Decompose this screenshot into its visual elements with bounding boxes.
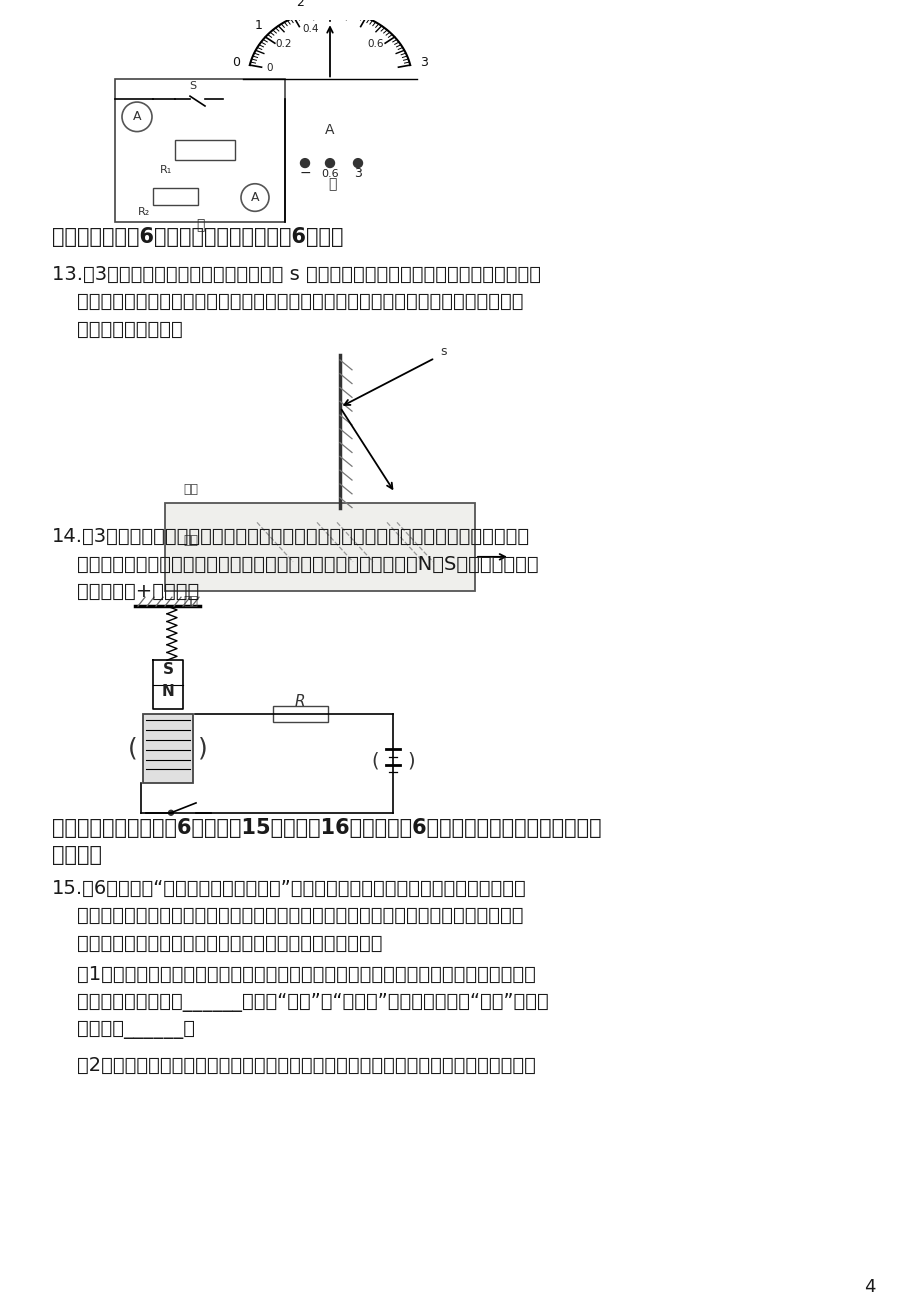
Text: （1）实验中每次均让小车从斜面顶端由静止自由下滑，目的是使小车在水平面上开始滑: （1）实验中每次均让小车从斜面顶端由静止自由下滑，目的是使小车在水平面上开始滑 [52,965,535,984]
Text: 乙: 乙 [327,177,335,191]
Text: 0: 0 [232,56,240,69]
Circle shape [168,810,174,815]
Text: (: ( [128,737,138,760]
Bar [175,141,234,160]
Text: 电后，发现弹簧长度缩短了，请在括号中标出螺线管下端的极性（N或S）和电源上端的: 电后，发现弹簧长度缩短了，请在括号中标出螺线管下端的极性（N或S）和电源上端的 [52,555,538,574]
Text: R: R [294,694,305,710]
Text: R₂: R₂ [138,207,150,217]
Text: A: A [325,122,335,137]
Text: 行时获得的速度大小______（选填“相等”或“不相等”），本实验中的“阻力”是指小: 行时获得的速度大小______（选填“相等”或“不相等”），本实验中的“阻力”是… [52,993,548,1012]
Circle shape [122,102,152,132]
Text: 空气: 空气 [183,483,198,496]
Bar [142,715,193,784]
Text: 空气: 空气 [183,595,198,608]
Text: 3: 3 [354,167,361,180]
Text: −: − [299,165,311,180]
Text: 三、作图题（兲6２小题，每小题３分，兲6６分）: 三、作图题（兲6２小题，每小题３分，兲6６分） [52,227,343,247]
Text: 将毛巾、棉布分别铺在水平木板上，让小车分别从斜面顶端由静止自由下滑，观察小车: 将毛巾、棉布分别铺在水平木板上，让小车分别从斜面顶端由静止自由下滑，观察小车 [52,906,523,926]
Text: 14.（3分）如图所示，固定的轻弹簧下端用细线竪直悬挂一条形磁体，当下方电路闭合通: 14.（3分）如图所示，固定的轻弹簧下端用细线竪直悬挂一条形磁体，当下方电路闭合… [52,527,529,547]
Bar [165,503,474,591]
Text: (: ( [371,751,379,769]
Text: 0.6: 0.6 [368,39,384,49]
Text: 13.（3分）如图所示，空气中一束光经过 s 点斜射向竪直放置的平面镜，经平面镜反射后: 13.（3分）如图所示，空气中一束光经过 s 点斜射向竪直放置的平面镜，经平面镜… [52,264,540,284]
Text: 正、负极（+或－）。: 正、负极（+或－）。 [52,582,199,602]
Text: 射向一块玻璃砖的上表面，并穿过玻璃砖从下表面射出，请在图中画出该光路图（不考: 射向一块玻璃砖的上表面，并穿过玻璃砖从下表面射出，请在图中画出该光路图（不考 [52,292,523,311]
Text: 虑玻璃砖的反射）。: 虑玻璃砖的反射）。 [52,319,183,339]
Circle shape [241,184,268,211]
Text: 3: 3 [419,56,427,69]
Text: A: A [251,191,259,204]
Text: 15.（6分）关于“阻力对物体运动的影响”问题，某学习小组进行了如下探究实验：依次: 15.（6分）关于“阻力对物体运动的影响”问题，某学习小组进行了如下探究实验：依… [52,879,527,897]
Text: 0.6: 0.6 [321,169,338,178]
Text: A: A [132,111,142,124]
Circle shape [325,159,335,168]
Text: 甲: 甲 [196,217,204,232]
Text: 2: 2 [296,0,304,9]
Text: 车受到的______；: 车受到的______； [52,1021,195,1039]
Text: 4: 4 [863,1279,875,1297]
Text: 0.2: 0.2 [276,39,292,49]
Text: S: S [163,661,174,677]
Circle shape [301,159,309,168]
Text: R₁: R₁ [160,165,172,174]
Bar [273,707,328,723]
Text: 0.4: 0.4 [302,23,319,34]
Text: 位置．）: 位置．） [52,845,102,866]
Text: 1: 1 [255,20,262,33]
Text: （2）分析图运动情况可知：小车在毛巾表面上滑行的距离最短，说明小车受到的阻力越: （2）分析图运动情况可知：小车在毛巾表面上滑行的距离最短，说明小车受到的阻力越 [52,1056,535,1075]
Text: 四、实验与探究题（兲6２小题，15里６分，16里８分，兲6１４分．把恰当的内容填在相应: 四、实验与探究题（兲6２小题，15里６分，16里８分，兲6１４分．把恰当的内容填… [52,818,601,837]
Text: 0: 0 [266,64,272,73]
Text: S: S [189,81,197,91]
Text: ): ) [198,737,208,760]
Bar [153,187,198,206]
Circle shape [353,159,362,168]
Text: 玻璃: 玻璃 [183,534,198,547]
Text: ): ) [407,751,414,769]
Text: s: s [439,345,446,358]
Text: N: N [162,684,175,699]
Text: 在水平面上滑行的最大距离，三种情况下的运动如图所示。: 在水平面上滑行的最大距离，三种情况下的运动如图所示。 [52,934,382,953]
Bar [115,79,285,223]
